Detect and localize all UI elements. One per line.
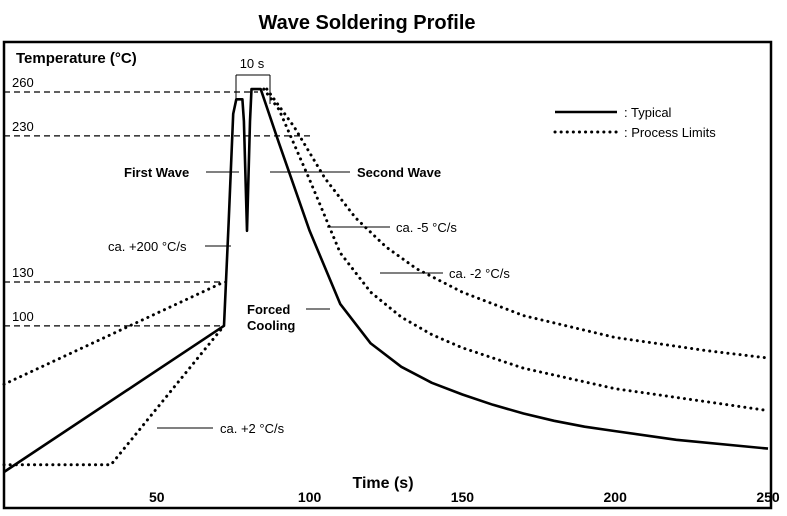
series-line-1 <box>2 324 226 467</box>
series-layer <box>2 87 770 474</box>
x-tick-50: 50 <box>149 489 165 505</box>
second-wave-label: Second Wave <box>357 165 441 180</box>
legend: : Typical : Process Limits <box>553 105 716 140</box>
x-tick-250: 250 <box>756 489 780 505</box>
y-axis-label: Temperature (°C) <box>16 50 137 67</box>
series-line-0 <box>3 87 769 474</box>
ten-s-label: 10 s <box>240 56 265 71</box>
chart-title: Wave Soldering Profile <box>258 12 475 34</box>
ref-label-130: 130 <box>12 265 34 280</box>
rate-plus-200-label: ca. +200 °C/s <box>108 239 187 254</box>
series-line-2 <box>2 280 226 386</box>
x-axis-label: Time (s) <box>352 475 413 492</box>
series-line-4 <box>265 87 770 360</box>
rate-minus-5-label: ca. -5 °C/s <box>396 220 457 235</box>
x-tick-100: 100 <box>298 489 322 505</box>
ref-label-230: 230 <box>12 119 34 134</box>
ref-label-100: 100 <box>12 309 34 324</box>
first-wave-label: First Wave <box>124 165 189 180</box>
plot-frame <box>2 40 773 510</box>
series-line-3 <box>262 87 770 413</box>
rate-minus-2-label: ca. -2 °C/s <box>449 266 510 281</box>
x-tick-150: 150 <box>451 489 475 505</box>
forced-cooling-label-line2: Cooling <box>247 318 295 333</box>
forced-cooling-label-line1: Forced <box>247 302 290 317</box>
legend-typical-label: : Typical <box>624 105 672 120</box>
x-tick-labels: 50 100 150 200 250 <box>149 489 780 505</box>
x-tick-200: 200 <box>604 489 628 505</box>
ref-label-260: 260 <box>12 75 34 90</box>
legend-limits-label: : Process Limits <box>624 125 716 140</box>
rate-plus-2-label: ca. +2 °C/s <box>220 421 285 436</box>
ten-seconds-dimension: 10 s <box>235 56 271 104</box>
y-reference-lines: 260 230 130 100 <box>4 75 310 327</box>
annotations: First Wave Second Wave ca. +200 °C/s ca.… <box>108 165 510 436</box>
